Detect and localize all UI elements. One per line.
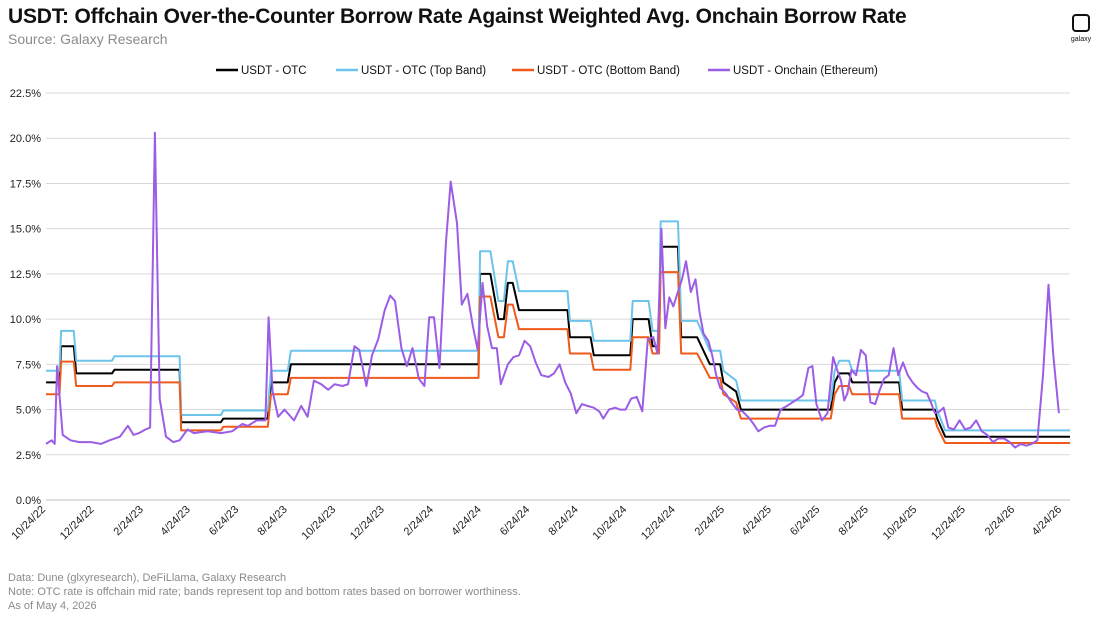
x-tick-label: 6/24/23 (207, 504, 241, 538)
x-tick-label: 4/24/24 (449, 504, 483, 538)
x-tick-label: 8/24/23 (255, 504, 289, 538)
x-tick-label: 4/24/23 (158, 504, 192, 538)
chart-subtitle: Source: Galaxy Research (8, 31, 168, 47)
y-tick-label: 0.0% (16, 495, 41, 507)
x-tick-label: 4/24/25 (740, 504, 774, 538)
legend-label: USDT - OTC (241, 65, 307, 77)
grid-lines (46, 92, 1070, 501)
series-line-0 (46, 245, 1070, 438)
legend-label: USDT - OTC (Bottom Band) (537, 65, 680, 77)
y-tick-label: 15.0% (10, 224, 41, 236)
x-tick-label: 12/24/22 (58, 504, 97, 543)
footer-as-of: As of May 4, 2026 (8, 600, 97, 612)
galaxy-logo: galaxy (1067, 12, 1095, 48)
y-axis: 0.0% 2.5% 5.0% 7.5% 10.0% 12.5% 15.0% 17.5% 20.0… (10, 88, 41, 507)
galaxy-logo-icon (1072, 14, 1090, 32)
y-tick-label: 20.0% (10, 133, 41, 145)
x-axis: 10/24/22 12/24/22 2/24/23 4/24/23 6/24/23 8/2… (9, 499, 1070, 543)
y-tick-label: 2.5% (16, 450, 41, 462)
y-tick-label: 10.0% (10, 314, 41, 326)
x-tick-label: 10/24/25 (881, 504, 920, 543)
footer-data-source: Data: Dune (glxyresearch), DeFiLlama, Ga… (8, 572, 287, 584)
x-tick-label: 10/24/22 (9, 504, 48, 543)
x-tick-label: 12/24/25 (929, 504, 968, 543)
x-tick-label: 2/24/26 (983, 504, 1017, 538)
chart-title: USDT: Offchain Over-the-Counter Borrow R… (8, 5, 907, 28)
series-line-3 (45, 131, 1060, 449)
y-tick-label: 5.0% (16, 405, 41, 417)
x-tick-label: 8/24/25 (837, 504, 871, 538)
x-tick-label: 4/24/26 (1030, 504, 1064, 538)
footer-note: Note: OTC rate is offchain mid rate; ban… (8, 586, 521, 598)
legend: USDT - OTC USDT - OTC (Top Band) USDT - OT… (216, 65, 878, 77)
series-line-2 (46, 271, 1070, 444)
plot-area (45, 131, 1070, 449)
chart-footer: Data: Dune (glxyresearch), DeFiLlama, Ga… (8, 571, 521, 613)
x-tick-label: 10/24/24 (591, 504, 630, 543)
x-tick-label: 2/24/23 (111, 504, 145, 538)
x-tick-label: 6/24/24 (498, 504, 532, 538)
y-tick-label: 12.5% (10, 269, 41, 281)
x-tick-label: 12/24/23 (348, 504, 387, 543)
x-tick-label: 12/24/24 (639, 504, 678, 543)
x-tick-label: 8/24/24 (546, 504, 580, 538)
x-tick-label: 2/24/24 (402, 504, 436, 538)
x-tick-label: 6/24/25 (788, 504, 822, 538)
series-line-1 (46, 220, 1070, 432)
x-tick-label: 10/24/23 (300, 504, 339, 543)
x-tick-label: 2/24/25 (693, 504, 727, 538)
y-tick-label: 17.5% (10, 178, 41, 190)
legend-label: USDT - OTC (Top Band) (361, 65, 486, 77)
legend-label: USDT - Onchain (Ethereum) (733, 65, 878, 77)
galaxy-logo-word: galaxy (1070, 36, 1092, 43)
y-tick-label: 22.5% (10, 88, 41, 100)
y-tick-label: 7.5% (16, 359, 41, 371)
